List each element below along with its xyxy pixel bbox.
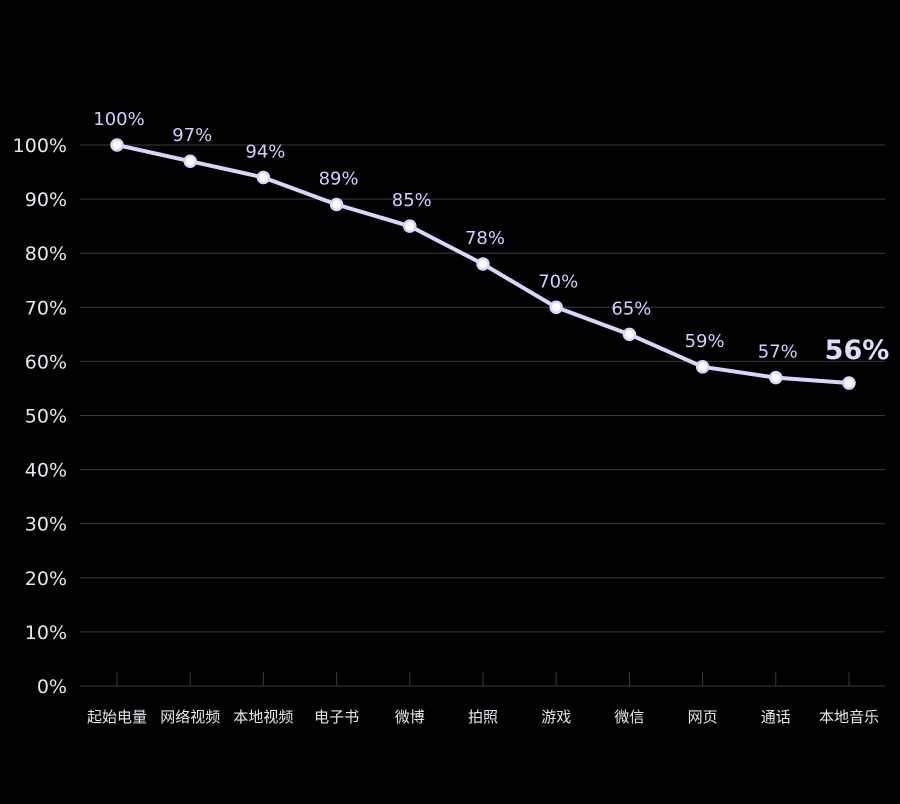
data-point [769,370,783,385]
y-tick-label: 20% [25,568,67,590]
x-tick-label: 网页 [688,708,718,726]
data-label: 78% [465,228,505,249]
x-axis-ticks: 起始电量 网络视频 本地视频 电子书 微博 拍照 游戏 微信 网页 通话 本地音乐 [87,672,879,726]
data-point [329,197,344,212]
y-axis-tick-labels: 0% 10% 20% 30% 40% 50% 60% 70% 80% 90% 100% [13,135,67,698]
data-point [695,360,710,374]
data-label: 57% [758,342,798,363]
data-point [403,219,417,233]
x-tick-label: 本地视频 [233,708,293,726]
data-points [110,138,856,390]
y-tick-label: 60% [25,351,67,373]
data-label: 89% [319,169,359,190]
x-tick-label: 起始电量 [87,708,147,726]
x-tick-label: 通话 [761,708,791,726]
x-tick-label: 游戏 [541,708,571,726]
y-tick-label: 50% [25,406,67,428]
data-point [622,327,637,342]
data-labels: 100% 97% 94% 89% 85% 78% 70% 65% 59% 57% 56% [93,109,889,366]
data-label-highlight: 56% [825,335,890,366]
y-tick-label: 90% [25,189,67,211]
y-tick-label: 100% [13,135,67,157]
data-label: 100% [93,109,144,130]
data-label: 59% [685,331,725,352]
data-point [256,170,271,185]
x-tick-label: 网络视频 [160,708,220,726]
y-tick-label: 30% [25,514,67,536]
gridlines [80,144,885,687]
x-tick-label: 电子书 [314,708,359,726]
data-label: 70% [538,271,578,292]
data-label: 94% [245,141,285,162]
y-tick-label: 80% [25,243,67,265]
y-tick-label: 10% [25,622,67,644]
x-tick-label: 拍照 [468,708,498,726]
data-label: 85% [392,190,432,211]
data-point [183,154,197,168]
x-tick-label: 微信 [614,708,644,726]
x-tick-label: 本地音乐 [819,708,879,726]
data-point [110,138,124,152]
y-tick-label: 0% [37,676,67,698]
y-tick-label: 70% [25,297,67,319]
data-point [842,376,856,390]
data-label: 65% [611,298,651,319]
data-label: 97% [172,125,212,146]
data-point [549,300,563,315]
y-tick-label: 40% [25,460,67,482]
data-point [476,257,490,271]
x-tick-label: 微博 [395,708,425,726]
